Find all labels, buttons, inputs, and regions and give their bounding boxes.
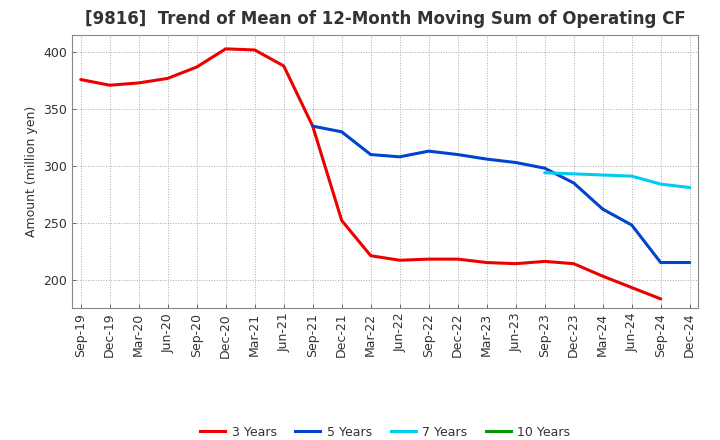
3 Years — [627, 285, 636, 290]
3 Years — [511, 261, 520, 266]
5 Years — [395, 154, 404, 159]
5 Years — [454, 152, 462, 157]
3 Years — [454, 257, 462, 262]
7 Years — [685, 185, 694, 190]
3 Years — [192, 64, 201, 70]
3 Years — [105, 83, 114, 88]
7 Years — [598, 172, 607, 178]
Line: 7 Years: 7 Years — [545, 173, 690, 187]
3 Years — [366, 253, 375, 258]
3 Years — [598, 274, 607, 279]
5 Years — [424, 149, 433, 154]
5 Years — [482, 157, 491, 162]
5 Years — [570, 180, 578, 186]
5 Years — [338, 129, 346, 135]
5 Years — [627, 222, 636, 227]
7 Years — [570, 171, 578, 176]
3 Years — [135, 80, 143, 85]
7 Years — [627, 173, 636, 179]
5 Years — [598, 206, 607, 212]
3 Years — [308, 124, 317, 129]
3 Years — [163, 76, 172, 81]
3 Years — [221, 46, 230, 51]
5 Years — [366, 152, 375, 157]
3 Years — [338, 218, 346, 223]
5 Years — [308, 124, 317, 129]
3 Years — [279, 63, 288, 69]
3 Years — [570, 261, 578, 266]
3 Years — [251, 48, 259, 53]
3 Years — [395, 258, 404, 263]
5 Years — [657, 260, 665, 265]
3 Years — [541, 259, 549, 264]
Line: 5 Years: 5 Years — [312, 126, 690, 263]
5 Years — [541, 165, 549, 171]
3 Years — [482, 260, 491, 265]
Title: [9816]  Trend of Mean of 12-Month Moving Sum of Operating CF: [9816] Trend of Mean of 12-Month Moving … — [85, 10, 685, 28]
7 Years — [541, 170, 549, 176]
Y-axis label: Amount (million yen): Amount (million yen) — [24, 106, 37, 237]
Line: 3 Years: 3 Years — [81, 49, 661, 299]
5 Years — [685, 260, 694, 265]
3 Years — [76, 77, 85, 82]
3 Years — [424, 257, 433, 262]
Legend: 3 Years, 5 Years, 7 Years, 10 Years: 3 Years, 5 Years, 7 Years, 10 Years — [195, 421, 575, 440]
3 Years — [657, 296, 665, 301]
7 Years — [657, 181, 665, 187]
5 Years — [511, 160, 520, 165]
